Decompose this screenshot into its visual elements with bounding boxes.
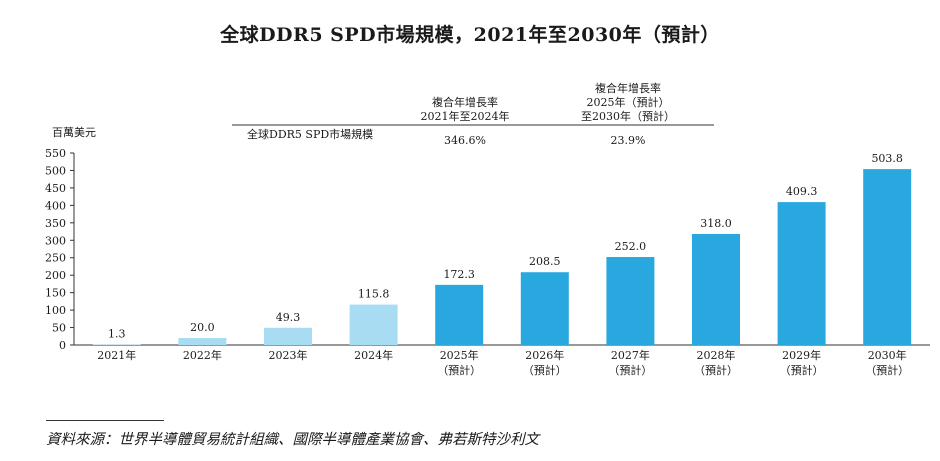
chart-title: 全球DDR5 SPD市場規模，2021年至2030年（預計） — [220, 24, 720, 46]
bar-value-label: 1.3 — [108, 328, 126, 341]
x-tick-label: 2025年 — [440, 348, 479, 362]
bar — [178, 338, 227, 345]
bar — [264, 327, 312, 345]
bar-value-label: 20.0 — [190, 321, 215, 334]
source-note: 資料來源：世界半導體貿易統計組織、國際半導體產業協會、弗若斯特沙利文 — [46, 432, 539, 448]
y-axis: 百萬美元 0 50 100 150 200 250 300 350 400 450 500 550 — [45, 126, 930, 352]
bar-value-label: 172.3 — [443, 268, 475, 281]
cagr-value: 346.6% — [444, 134, 486, 147]
x-tick-note: （預計） — [608, 363, 652, 377]
bar-value-label: 115.8 — [358, 288, 390, 301]
cagr-value: 23.9% — [611, 134, 646, 147]
x-tick-label: 2026年 — [525, 348, 564, 362]
y-tick-label: 200 — [45, 269, 66, 282]
x-tick-label: 2027年 — [611, 348, 650, 362]
y-tick-label: 450 — [45, 182, 66, 195]
bar-value-label: 503.8 — [871, 152, 903, 165]
bar-value-label: 208.5 — [529, 255, 561, 268]
x-tick-label: 2022年 — [183, 348, 222, 362]
y-tick-label: 500 — [45, 164, 66, 177]
x-tick-note: （預計） — [694, 363, 738, 377]
source-divider — [46, 420, 164, 421]
x-tick-label: 2030年 — [868, 348, 907, 362]
cagr-column-header: 至2030年（預計） — [581, 109, 675, 123]
y-tick-label: 300 — [45, 234, 66, 247]
x-tick-note: （預計） — [523, 363, 567, 377]
cagr-column-header: 2025年（預計） — [587, 95, 670, 109]
cagr-column-header: 複合年增長率 — [595, 81, 661, 95]
bar-value-label: 252.0 — [615, 240, 647, 253]
x-tick-label: 2024年 — [354, 348, 393, 362]
y-tick-label: 50 — [52, 322, 66, 335]
bar — [435, 284, 484, 345]
bar — [606, 257, 655, 345]
y-tick-label: 400 — [45, 199, 66, 212]
x-tick-label: 2028年 — [697, 348, 736, 362]
y-tick-label: 0 — [59, 339, 66, 352]
x-tick-label: 2023年 — [269, 348, 308, 362]
bar — [692, 233, 740, 345]
bars: 1.3 2021年 20.0 2022年 49.3 2023年 115.8 2024年 172.… — [92, 152, 912, 377]
bar — [520, 272, 569, 345]
y-tick-label: 250 — [45, 252, 66, 265]
bar-value-label: 318.0 — [700, 217, 732, 230]
bar-value-label: 409.3 — [786, 185, 818, 198]
x-tick-label: 2029年 — [782, 348, 821, 362]
cagr-column-header: 2021年至2024年 — [421, 109, 510, 123]
y-tick-label: 100 — [45, 304, 66, 317]
x-tick-note: （預計） — [865, 363, 909, 377]
bar — [863, 169, 912, 345]
bar — [349, 304, 398, 345]
x-tick-label: 2021年 — [97, 348, 136, 362]
cagr-table: 全球DDR5 SPD市場規模複合年增長率2021年至2024年346.6%複合年… — [232, 81, 714, 147]
x-tick-note: （預計） — [437, 363, 481, 377]
cagr-row-label: 全球DDR5 SPD市場規模 — [247, 127, 373, 141]
y-tick-label: 550 — [45, 147, 66, 160]
bar-value-label: 49.3 — [276, 311, 301, 324]
y-tick-label: 150 — [45, 287, 66, 300]
x-tick-note: （預計） — [780, 363, 824, 377]
y-axis-label: 百萬美元 — [52, 126, 96, 139]
bar — [777, 202, 826, 345]
y-tick-label: 350 — [45, 217, 66, 230]
cagr-column-header: 複合年增長率 — [432, 95, 498, 109]
